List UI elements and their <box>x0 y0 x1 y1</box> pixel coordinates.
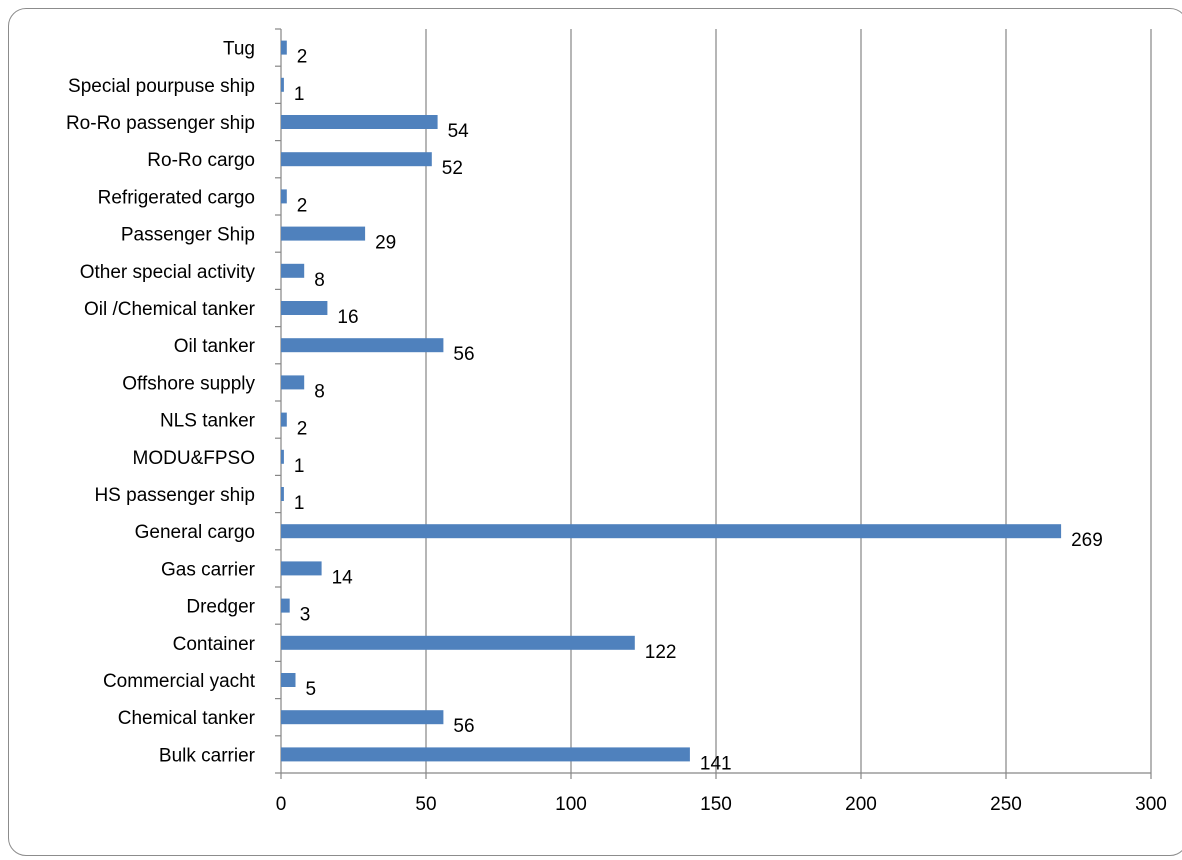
bar <box>281 710 444 725</box>
data-label: 1 <box>294 493 305 514</box>
bar <box>281 598 290 613</box>
gridlines <box>425 29 1152 773</box>
bar <box>281 487 284 501</box>
bar <box>281 189 287 204</box>
data-label: 5 <box>306 679 317 700</box>
y-category-label: Offshore supply <box>122 373 255 394</box>
y-category-label: General cargo <box>135 522 255 543</box>
data-label: 8 <box>314 381 325 402</box>
y-category-label: Tug <box>223 39 255 60</box>
y-category-label: Passenger Ship <box>121 225 255 246</box>
bar <box>281 375 305 390</box>
bar <box>281 301 328 315</box>
data-label: 2 <box>297 47 308 68</box>
bar <box>281 449 284 464</box>
x-tick-label: 50 <box>415 794 436 815</box>
bar <box>281 263 305 278</box>
y-category-label: Bulk carrier <box>159 745 256 766</box>
y-category-label: Refrigerated cargo <box>98 187 255 208</box>
axes <box>275 28 1152 779</box>
x-tick-label: 0 <box>276 794 287 815</box>
data-label: 54 <box>448 121 470 142</box>
x-tick-label: 200 <box>845 794 877 815</box>
data-label: 1 <box>294 84 305 105</box>
y-category-label: Special pourpuse ship <box>68 76 255 97</box>
bar <box>281 747 690 762</box>
bar <box>281 635 635 650</box>
data-label: 2 <box>297 419 308 440</box>
x-tick-label: 250 <box>990 794 1022 815</box>
x-tick-label: 100 <box>555 794 587 815</box>
data-label: 8 <box>314 270 325 291</box>
x-tick-label: 150 <box>700 794 732 815</box>
data-label: 1 <box>294 456 305 477</box>
y-category-label: Other special activity <box>80 262 256 283</box>
y-category-label: HS passenger ship <box>94 485 255 506</box>
chart-frame <box>8 8 1182 856</box>
y-category-label: Ro-Ro passenger ship <box>66 113 255 134</box>
y-category-label: Ro-Ro cargo <box>147 150 255 171</box>
data-label: 56 <box>453 344 474 365</box>
bar <box>281 152 432 167</box>
y-category-label: NLS tanker <box>160 411 256 432</box>
bars <box>281 40 1062 762</box>
data-label: 3 <box>300 605 311 626</box>
data-label: 269 <box>1071 530 1103 551</box>
data-label: 14 <box>332 567 354 588</box>
y-category-label: Commercial yacht <box>103 671 256 692</box>
bar <box>281 561 322 576</box>
bar <box>281 338 444 353</box>
bar <box>281 673 296 687</box>
bar <box>281 77 284 92</box>
data-label: 29 <box>375 233 396 254</box>
data-label: 141 <box>700 753 732 774</box>
data-label: 52 <box>442 158 463 179</box>
y-category-label: MODU&FPSO <box>133 448 255 469</box>
bar <box>281 115 438 129</box>
data-label: 16 <box>337 307 358 328</box>
y-category-label: Dredger <box>186 597 255 618</box>
bar <box>281 226 366 241</box>
y-category-label: Oil tanker <box>174 336 256 357</box>
y-category-label: Chemical tanker <box>118 708 256 729</box>
y-category-label: Container <box>173 634 256 655</box>
y-category-label: Oil /Chemical tanker <box>84 299 256 320</box>
data-label: 56 <box>453 716 474 737</box>
bar <box>281 40 287 55</box>
y-category-label: Gas carrier <box>161 559 256 580</box>
data-label: 2 <box>297 195 308 216</box>
data-label: 122 <box>645 642 677 663</box>
bar <box>281 412 287 427</box>
x-tick-label: 300 <box>1135 794 1167 815</box>
bar <box>281 524 1062 539</box>
